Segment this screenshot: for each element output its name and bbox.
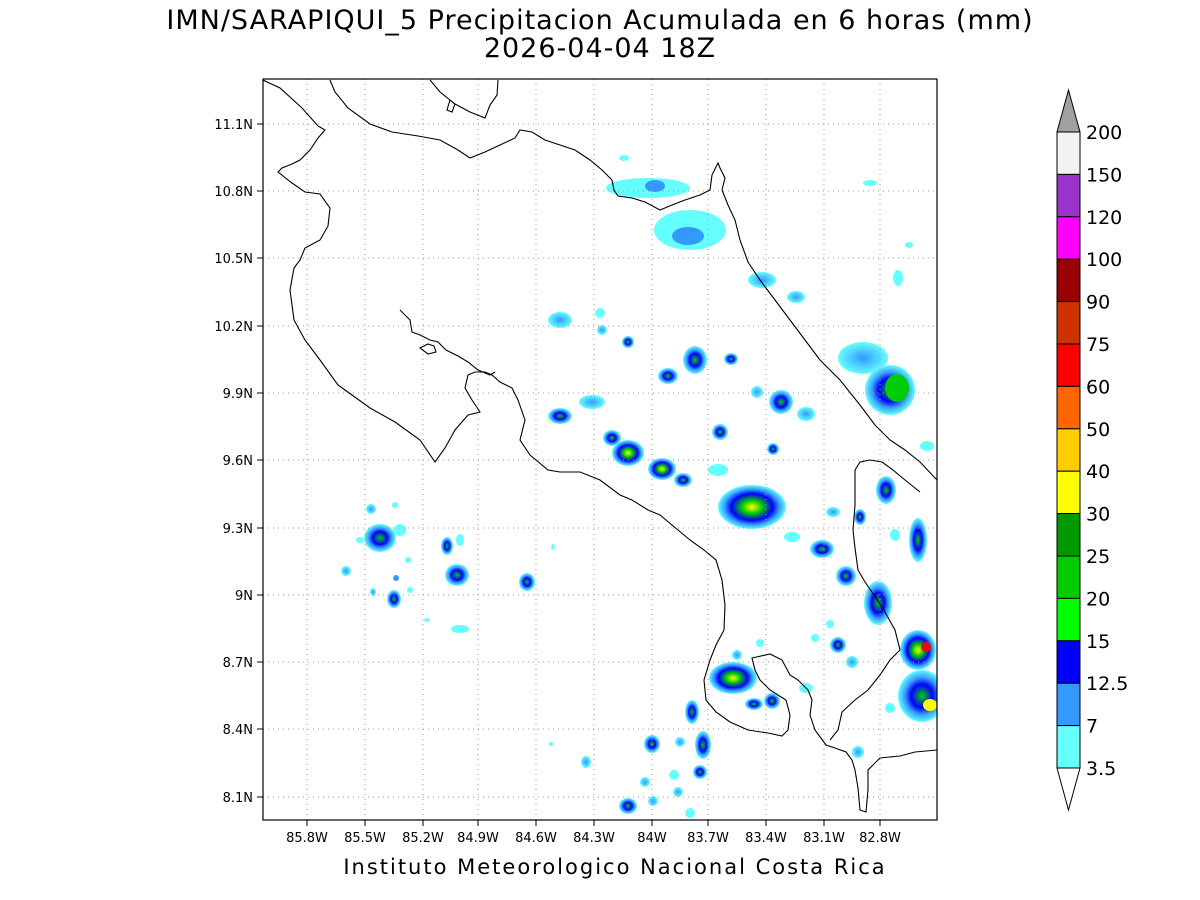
lat-tick-label: 10.2N xyxy=(214,320,253,335)
latitude-axis: 11.1N 10.8N 10.5N 10.2N 9.9N 9.6N 9.3N 9N 8.7N 8.… xyxy=(214,118,263,806)
colorbar-label: 90 xyxy=(1086,292,1110,314)
colorbar-label: 75 xyxy=(1086,334,1110,356)
lon-tick-label: 85.2W xyxy=(402,831,444,846)
colorbar-label: 20 xyxy=(1086,588,1110,610)
map-date: 2026-04-04 18Z xyxy=(483,33,717,64)
colorbar-swatch xyxy=(1056,301,1081,345)
colorbar-label: 150 xyxy=(1086,164,1122,186)
lat-tick-label: 8.1N xyxy=(223,791,253,806)
lon-tick-label: 85.5W xyxy=(344,831,386,846)
colorbar-swatch xyxy=(1056,173,1081,218)
colorbar-label: 7 xyxy=(1086,716,1098,738)
colorbar-swatch xyxy=(1056,513,1081,557)
colorbar-swatch xyxy=(1056,343,1081,387)
colorbar-swatch xyxy=(1056,682,1081,727)
colorbar-swatch xyxy=(1056,470,1081,515)
colorbar-label: 15 xyxy=(1086,631,1110,653)
colorbar-label: 200 xyxy=(1086,122,1122,144)
colorbar-swatch xyxy=(1056,428,1081,472)
colorbar: 200 150 120 100 90 75 60 50 40 30 25 20 15 12.5 7 3.5 xyxy=(1056,88,1128,812)
colorbar-swatch xyxy=(1056,725,1081,769)
lat-tick-label: 9N xyxy=(235,589,253,604)
colorbar-swatch xyxy=(1056,258,1081,303)
lat-tick-label: 9.3N xyxy=(223,522,253,537)
map-frame xyxy=(262,78,938,821)
credit-text: Instituto Meteorologico Nacional Costa R… xyxy=(343,855,887,879)
colorbar-label: 30 xyxy=(1086,504,1110,526)
colorbar-label: 60 xyxy=(1086,376,1110,398)
lon-tick-label: 83.4W xyxy=(745,831,787,846)
lat-tick-label: 11.1N xyxy=(214,118,253,133)
colorbar-top-arrow xyxy=(1056,88,1081,133)
lon-tick-label: 83.1W xyxy=(803,831,845,846)
lat-tick-label: 9.9N xyxy=(223,387,253,402)
lon-tick-label: 84.9W xyxy=(457,831,499,846)
lat-tick-label: 10.5N xyxy=(214,252,253,267)
map-grid xyxy=(263,79,937,820)
colorbar-label: 120 xyxy=(1086,207,1122,229)
colorbar-swatch xyxy=(1056,385,1081,430)
lon-tick-label: 84.6W xyxy=(515,831,557,846)
lat-tick-label: 8.7N xyxy=(223,656,253,671)
colorbar-swatch xyxy=(1056,216,1081,260)
lon-tick-label: 82.8W xyxy=(859,831,901,846)
colorbar-swatch xyxy=(1056,131,1081,175)
colorbar-label: 12.5 xyxy=(1086,673,1128,695)
coastline xyxy=(263,79,937,813)
colorbar-bottom-arrow xyxy=(1056,767,1081,812)
lon-tick-label: 84.3W xyxy=(573,831,615,846)
colorbar-label: 3.5 xyxy=(1086,758,1116,780)
map-title: IMN/SARAPIQUI_5 Precipitacion Acumulada … xyxy=(166,5,1034,36)
lat-tick-label: 9.6N xyxy=(223,454,253,469)
colorbar-swatch xyxy=(1056,597,1081,642)
precipitation-field xyxy=(341,155,937,818)
lat-tick-label: 10.8N xyxy=(214,185,253,200)
lon-tick-label: 85.8W xyxy=(286,831,328,846)
colorbar-label: 25 xyxy=(1086,546,1110,568)
lon-tick-label: 83.7W xyxy=(687,831,729,846)
colorbar-label: 50 xyxy=(1086,419,1110,441)
colorbar-swatch xyxy=(1056,555,1081,599)
colorbar-swatch xyxy=(1056,640,1081,684)
lon-tick-label: 84W xyxy=(637,831,667,846)
colorbar-label: 40 xyxy=(1086,461,1110,483)
lat-tick-label: 8.4N xyxy=(223,723,253,738)
colorbar-label: 100 xyxy=(1086,249,1122,271)
longitude-axis: 85.8W 85.5W 85.2W 84.9W 84.6W 84.3W 84W 83.7W 83… xyxy=(286,820,901,846)
